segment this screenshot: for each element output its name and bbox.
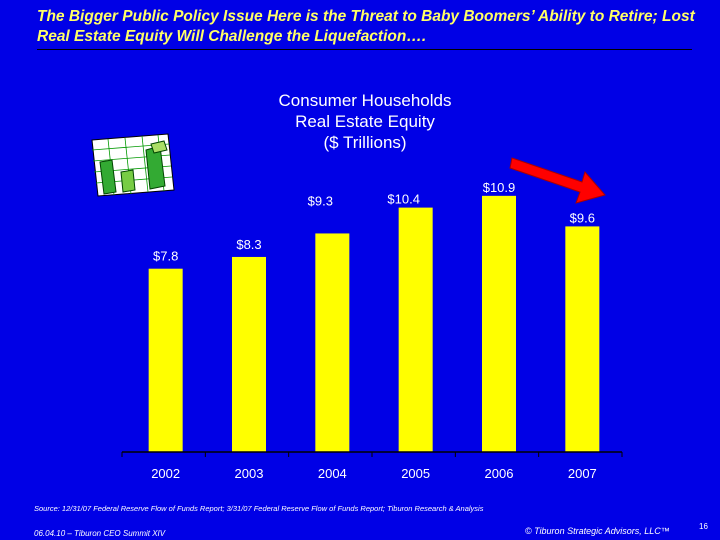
chart-title: Consumer Households Real Estate Equity (… xyxy=(200,90,530,153)
x-tick-label-2007: 2007 xyxy=(568,466,597,481)
data-label-2004: $9.3 xyxy=(308,193,333,208)
chart-title-line-1: Consumer Households xyxy=(278,91,452,110)
bar-2005 xyxy=(398,207,433,452)
bar-2004 xyxy=(315,233,350,452)
x-tick-label-2002: 2002 xyxy=(151,466,180,481)
slide-title: The Bigger Public Policy Issue Here is t… xyxy=(37,8,695,45)
x-tick-label-2003: 2003 xyxy=(235,466,264,481)
x-tick-label-2005: 2005 xyxy=(401,466,430,481)
footer-copyright: © Tiburon Strategic Advisors, LLC™ xyxy=(525,526,670,536)
bar-2002 xyxy=(148,268,183,452)
x-tick-label-2006: 2006 xyxy=(485,466,514,481)
data-label-2002: $7.8 xyxy=(153,249,178,264)
data-label-2007: $9.6 xyxy=(570,210,595,225)
data-label-2003: $8.3 xyxy=(236,237,261,252)
chart-title-line-2: Real Estate Equity xyxy=(295,112,435,131)
bar-2007 xyxy=(565,226,600,452)
data-label-2006: $10.9 xyxy=(483,180,516,195)
source-note: Source: 12/31/07 Federal Reserve Flow of… xyxy=(34,504,484,513)
x-tick-label-2004: 2004 xyxy=(318,466,347,481)
bar-graph-clipart-icon xyxy=(91,133,175,197)
decline-arrow-icon xyxy=(509,157,606,204)
footer-event: 06.04.10 – Tiburon CEO Summit XIV xyxy=(34,529,166,538)
title-divider xyxy=(37,49,692,50)
data-label-2005: $10.4 xyxy=(387,192,420,207)
bar-2003 xyxy=(232,256,266,452)
bar-2006 xyxy=(482,195,516,452)
chart-title-line-3: ($ Trillions) xyxy=(323,133,407,152)
page-number: 16 xyxy=(699,522,708,531)
